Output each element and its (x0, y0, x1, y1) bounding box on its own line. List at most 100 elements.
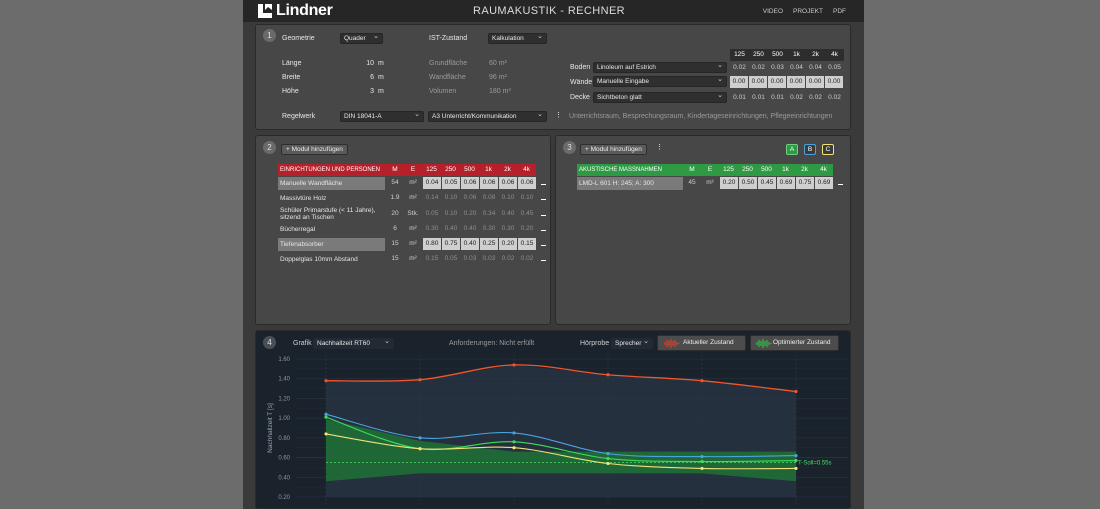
lindner-logo-icon (258, 4, 272, 18)
separator-bar: ⋮ (555, 112, 562, 119)
row-name: Tiefenabsorber (278, 238, 385, 251)
table-header-250: 250 (441, 164, 460, 176)
ist-zustand-select[interactable]: Kalkulation (488, 33, 547, 44)
lindner-logo[interactable]: Lindner (258, 2, 333, 20)
separator-bar: ⋮ (656, 144, 663, 151)
aktueller-zustand-button[interactable]: Aktueller Zustand (657, 335, 746, 351)
waende-value[interactable]: 0.00 (749, 76, 767, 88)
row-m: 45 (688, 179, 696, 186)
table-row[interactable]: Bücherregal 6 m² 0.30 0.40 0.40 0.30 0.3… (278, 223, 548, 236)
table-row[interactable]: Manuelle Wandfläche 54 m² 0.04 0.05 0.06… (278, 177, 548, 190)
nutzung-select[interactable]: A3 Unterricht/Kommunikation (428, 111, 547, 122)
remove-row-icon[interactable] (541, 260, 546, 261)
series-point (512, 440, 516, 444)
add-module-button[interactable]: + Modul hinzufügen (580, 144, 647, 155)
remove-row-icon[interactable] (541, 215, 546, 216)
row-value: 0.30 (501, 225, 515, 232)
row-value: 0.02 (501, 255, 515, 262)
y-tick-label: 0.40 (278, 475, 290, 481)
series-point (606, 461, 610, 466)
waende-material-select[interactable]: Manuelle Eingabe (593, 76, 727, 87)
boden-material-select[interactable]: Linoleum auf Estrich (593, 62, 727, 73)
section-number: 3 (563, 141, 576, 154)
laenge-input[interactable]: 10 (366, 60, 374, 67)
variant-c-button[interactable]: C (822, 144, 834, 155)
series-point (794, 389, 798, 394)
row-value: 0.69 (777, 177, 795, 189)
grafik-select[interactable]: Nachhallzeit RT60 (313, 338, 394, 349)
nav-projekt[interactable]: PROJEKT (793, 8, 823, 15)
row-value: 0.20 (520, 225, 534, 232)
nav-pdf[interactable]: PDF (833, 8, 846, 15)
waende-value[interactable]: 0.00 (806, 76, 824, 88)
row-value: 0.75 (796, 177, 814, 189)
ist-zustand-label: IST-Zustand (429, 35, 468, 42)
y-tick-label: 1.40 (278, 377, 290, 383)
section-number: 2 (263, 141, 276, 154)
boden-value: 0.02 (733, 64, 746, 71)
hoehe-unit: m (378, 88, 384, 95)
table-header-2k: 2k (498, 164, 517, 176)
decke-material-select[interactable]: Sichtbeton glatt (593, 92, 727, 103)
add-module-button[interactable]: + Modul hinzufügen (281, 144, 348, 155)
remove-row-icon[interactable] (838, 184, 843, 185)
table-row[interactable]: Massivtüre Holz 1.9 m² 0.14 0.10 0.06 0.… (278, 192, 548, 205)
series-point (512, 431, 516, 435)
hoehe-input[interactable]: 3 (370, 88, 374, 95)
row-value: 0.05 (444, 255, 458, 262)
waende-value[interactable]: 0.00 (730, 76, 748, 88)
nutzung-description: Unterrichtsraum, Besprechungsraum, Kinde… (569, 113, 833, 120)
remove-row-icon[interactable] (541, 184, 546, 185)
table-row[interactable]: LMD-L 601 H: 245; A: 300 45 m² 0.20 0.50… (577, 177, 849, 190)
row-value: 0.45 (758, 177, 776, 189)
y-tick-label: 0.80 (278, 436, 290, 442)
waende-value[interactable]: 0.00 (825, 76, 843, 88)
series-line (325, 364, 797, 393)
series-point (418, 378, 422, 382)
geometrie-select[interactable]: Quader (340, 33, 383, 44)
row-e: m² (409, 240, 417, 247)
decke-value: 0.02 (790, 94, 803, 101)
variant-b-button[interactable]: B (804, 144, 816, 155)
boden-value: 0.02 (752, 64, 765, 71)
series-line (325, 433, 797, 470)
table-row[interactable]: Schüler Primarstufe (< 11 Jahre), sitzen… (278, 206, 548, 223)
variant-a-button[interactable]: A (786, 144, 798, 155)
row-value: 0.06 (499, 177, 517, 189)
table-header-2k: 2k (795, 164, 814, 176)
decke-value: 0.01 (733, 94, 746, 101)
row-e: m² (409, 255, 417, 262)
row-value: 0.05 (442, 177, 460, 189)
waende-value[interactable]: 0.00 (787, 76, 805, 88)
breite-input[interactable]: 6 (370, 74, 374, 81)
nav-video[interactable]: VIDEO (762, 8, 784, 15)
table-header-500: 500 (757, 164, 776, 176)
series-point (324, 415, 328, 419)
sound-wave-green-icon (756, 339, 772, 348)
series-point (512, 446, 516, 450)
optimierter-zustand-button[interactable]: Optimierter Zustand (750, 335, 839, 351)
table-row[interactable]: Doppelglas 10mm Abstand 15 m² 0.15 0.05 … (278, 253, 548, 266)
regelwerk-select[interactable]: DIN 18041-A (340, 111, 424, 122)
waende-value[interactable]: 0.00 (768, 76, 786, 88)
row-value: 0.14 (425, 194, 439, 201)
logo-text: Lindner (276, 2, 333, 19)
table-header-m: M (683, 164, 701, 176)
waende-label: Wände (570, 79, 593, 86)
series-point (418, 436, 422, 440)
laenge-unit: m (378, 60, 384, 67)
surface-freq-header: 2k (806, 49, 825, 61)
y-axis-label: Nachhallzeit T [s] (267, 403, 274, 453)
hoehe-label: Höhe (282, 88, 299, 95)
section-number: 4 (263, 336, 276, 349)
table-row[interactable]: Tiefenabsorber 15 m² 0.80 0.75 0.40 0.25… (278, 238, 548, 251)
remove-row-icon[interactable] (541, 230, 546, 231)
hoerprobe-select[interactable]: Sprecher (611, 338, 653, 349)
remove-row-icon[interactable] (541, 245, 546, 246)
row-value: 0.02 (520, 255, 534, 262)
row-m: 6 (393, 225, 397, 232)
row-value: 0.40 (444, 225, 458, 232)
y-tick-label: 1.60 (278, 357, 290, 363)
remove-row-icon[interactable] (541, 199, 546, 200)
panel-einrichtungen: 2 + Modul hinzufügen EINRICHTUNGEN UND P… (255, 135, 551, 325)
